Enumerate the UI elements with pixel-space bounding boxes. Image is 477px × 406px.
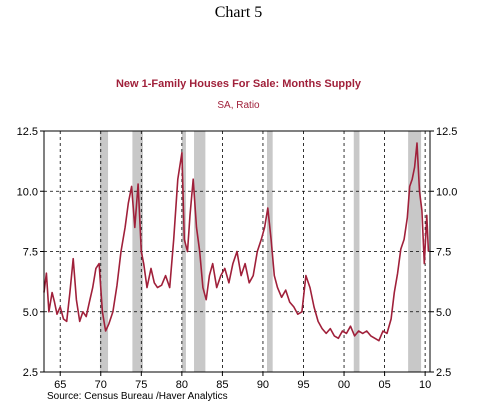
- x-tick-label: 10: [419, 379, 431, 391]
- y-tick-label-left: 2.5: [23, 367, 38, 379]
- x-tick-label: 05: [378, 379, 390, 391]
- x-tick-label: 85: [216, 379, 228, 391]
- x-tick-label: 95: [297, 379, 309, 391]
- y-tick-label-left: 7.5: [23, 247, 38, 259]
- y-tick-label-left: 12.5: [17, 126, 38, 138]
- x-tick-label: 70: [95, 379, 107, 391]
- chart-number: Chart 5: [214, 4, 263, 21]
- recession-band: [267, 131, 273, 372]
- source-note: Source: Census Bureau /Haver Analytics: [47, 391, 228, 402]
- y-tick-label-right: 2.5: [436, 367, 451, 379]
- recession-band: [132, 131, 143, 372]
- y-tick-label-right: 7.5: [436, 247, 451, 259]
- x-tick-label: 75: [135, 379, 147, 391]
- y-tick-label-left: 5.0: [23, 307, 38, 319]
- chart-title: New 1-Family Houses For Sale: Months Sup…: [115, 78, 362, 90]
- axes: 2.5 2.5 5.0 5.0 7.5 7.5 10.0 10.0 12.5 12.5 65 70 75…: [17, 126, 458, 391]
- y-tick-label-left: 10.0: [17, 186, 38, 198]
- y-tick-label-right: 5.0: [436, 307, 451, 319]
- x-tick-label: 90: [257, 379, 269, 391]
- x-tick-label: 65: [54, 379, 66, 391]
- x-tick-label: 00: [338, 379, 350, 391]
- y-tick-label-right: 12.5: [436, 126, 457, 138]
- chart-subtitle: SA, Ratio: [217, 100, 260, 111]
- y-tick-label-right: 10.0: [436, 186, 457, 198]
- x-tick-label: 80: [176, 379, 188, 391]
- series-layer: [43, 142, 430, 342]
- series-line: [43, 142, 430, 342]
